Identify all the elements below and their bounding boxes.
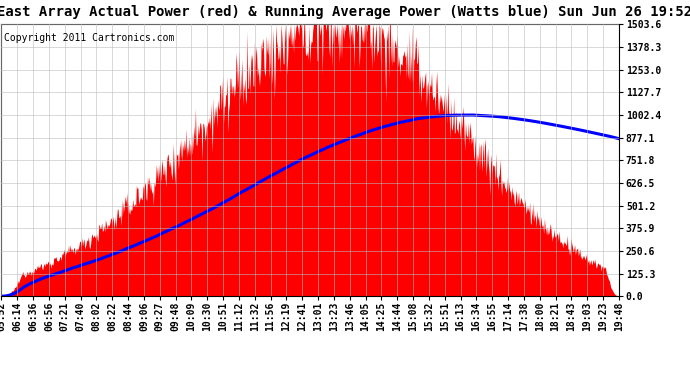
Text: Copyright 2011 Cartronics.com: Copyright 2011 Cartronics.com bbox=[4, 33, 175, 42]
Text: East Array Actual Power (red) & Running Average Power (Watts blue) Sun Jun 26 19: East Array Actual Power (red) & Running … bbox=[0, 5, 690, 19]
